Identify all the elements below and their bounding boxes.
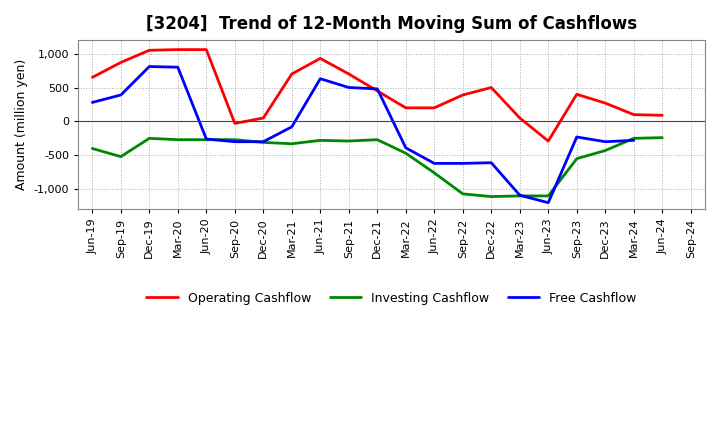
Free Cashflow <box>544 200 552 205</box>
Operating Cashflow <box>174 47 182 52</box>
Investing Cashflow <box>544 193 552 198</box>
Investing Cashflow <box>459 191 467 197</box>
Free Cashflow <box>145 64 153 69</box>
Y-axis label: Amount (million yen): Amount (million yen) <box>15 59 28 191</box>
Free Cashflow <box>572 134 581 139</box>
Operating Cashflow <box>259 115 268 121</box>
Free Cashflow <box>459 161 467 166</box>
Operating Cashflow <box>373 88 382 94</box>
Operating Cashflow <box>430 105 438 110</box>
Free Cashflow <box>373 86 382 92</box>
Free Cashflow <box>344 85 353 90</box>
Investing Cashflow <box>117 154 125 159</box>
Investing Cashflow <box>658 135 667 140</box>
Operating Cashflow <box>117 60 125 65</box>
Investing Cashflow <box>402 150 410 156</box>
Operating Cashflow <box>145 48 153 53</box>
Operating Cashflow <box>572 92 581 97</box>
Investing Cashflow <box>601 148 610 153</box>
Investing Cashflow <box>202 137 211 142</box>
Investing Cashflow <box>430 170 438 176</box>
Free Cashflow <box>430 161 438 166</box>
Investing Cashflow <box>316 138 325 143</box>
Investing Cashflow <box>629 136 638 141</box>
Free Cashflow <box>88 100 96 105</box>
Operating Cashflow <box>88 75 96 80</box>
Free Cashflow <box>601 139 610 144</box>
Free Cashflow <box>174 65 182 70</box>
Legend: Operating Cashflow, Investing Cashflow, Free Cashflow: Operating Cashflow, Investing Cashflow, … <box>141 287 642 310</box>
Free Cashflow <box>629 138 638 143</box>
Investing Cashflow <box>145 136 153 141</box>
Operating Cashflow <box>344 71 353 77</box>
Operating Cashflow <box>658 113 667 118</box>
Investing Cashflow <box>230 137 239 142</box>
Investing Cashflow <box>487 194 495 199</box>
Free Cashflow <box>316 76 325 81</box>
Line: Investing Cashflow: Investing Cashflow <box>92 138 662 197</box>
Free Cashflow <box>117 92 125 98</box>
Operating Cashflow <box>402 105 410 110</box>
Operating Cashflow <box>287 71 296 77</box>
Investing Cashflow <box>287 141 296 147</box>
Free Cashflow <box>230 139 239 144</box>
Free Cashflow <box>202 136 211 142</box>
Investing Cashflow <box>88 146 96 151</box>
Operating Cashflow <box>487 85 495 90</box>
Investing Cashflow <box>373 137 382 142</box>
Operating Cashflow <box>601 100 610 106</box>
Free Cashflow <box>516 193 524 198</box>
Operating Cashflow <box>516 115 524 121</box>
Operating Cashflow <box>230 121 239 126</box>
Investing Cashflow <box>259 140 268 145</box>
Line: Free Cashflow: Free Cashflow <box>92 66 634 203</box>
Free Cashflow <box>487 160 495 165</box>
Operating Cashflow <box>316 56 325 61</box>
Operating Cashflow <box>202 47 211 52</box>
Free Cashflow <box>287 124 296 129</box>
Investing Cashflow <box>344 139 353 144</box>
Operating Cashflow <box>629 112 638 117</box>
Free Cashflow <box>259 139 268 144</box>
Investing Cashflow <box>174 137 182 142</box>
Free Cashflow <box>402 145 410 150</box>
Investing Cashflow <box>516 193 524 198</box>
Operating Cashflow <box>544 139 552 144</box>
Title: [3204]  Trend of 12-Month Moving Sum of Cashflows: [3204] Trend of 12-Month Moving Sum of C… <box>146 15 637 33</box>
Investing Cashflow <box>572 156 581 161</box>
Operating Cashflow <box>459 92 467 98</box>
Line: Operating Cashflow: Operating Cashflow <box>92 50 662 141</box>
